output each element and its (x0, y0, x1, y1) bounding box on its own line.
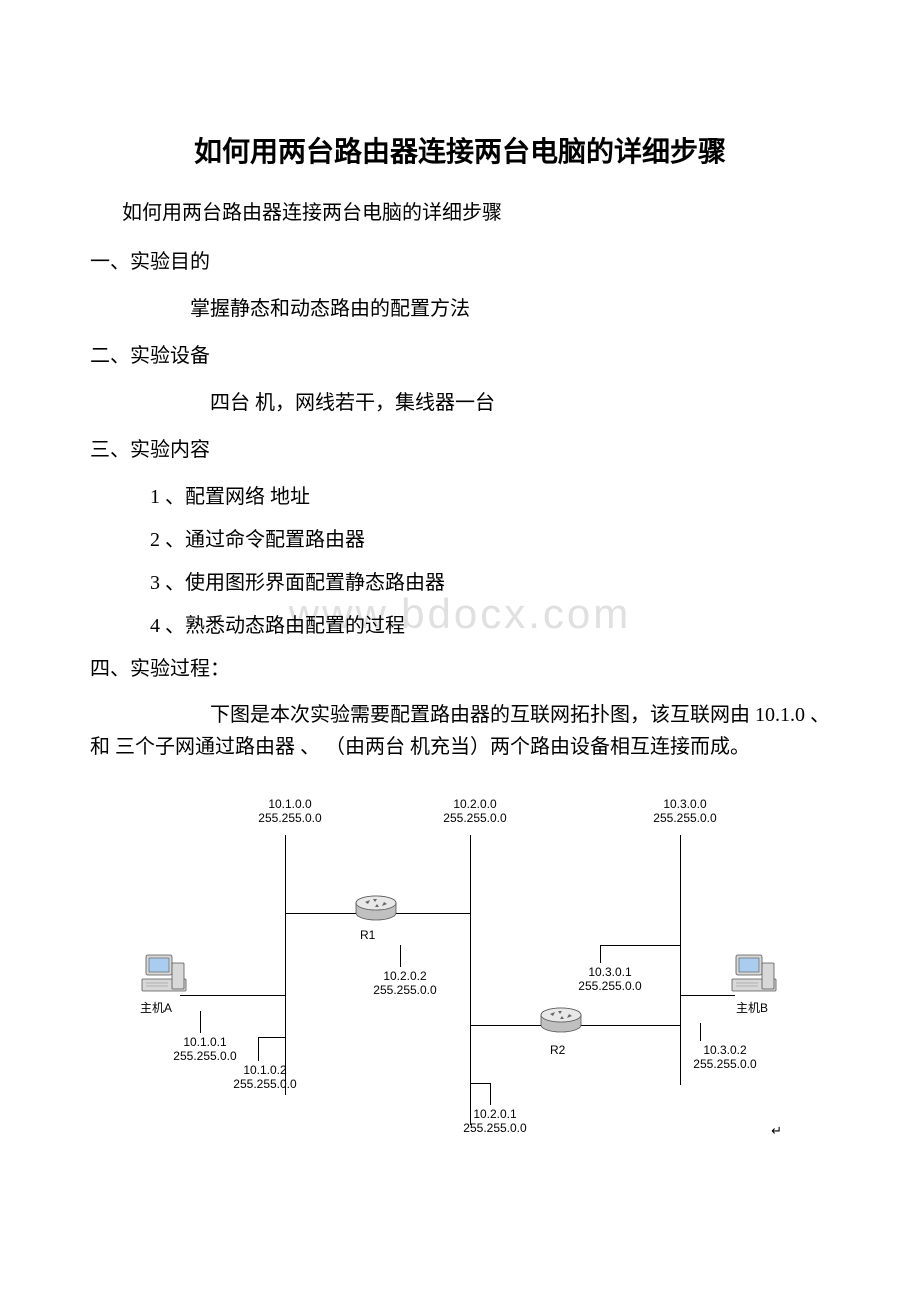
r1-left-ip: 10.1.0.2 (243, 1063, 286, 1077)
hostA-link (180, 995, 285, 996)
r2-right-ip-label: 10.3.0.1 255.255.0.0 (570, 965, 650, 994)
r1-left-tick-h (258, 1037, 286, 1038)
hostB-ip-label: 10.3.0.2 255.255.0.0 (685, 1043, 765, 1072)
subnet1-label: 10.1.0.0 255.255.0.0 (250, 797, 330, 826)
section-2-heading: 二、实验设备 (90, 339, 830, 368)
section-3-item2: 2 、通过命令配置路由器 (150, 523, 830, 552)
r1-right-ip: 10.2.0.2 (383, 969, 426, 983)
subnet2-label: 10.2.0.0 255.255.0.0 (435, 797, 515, 826)
r1-right-tick (400, 945, 401, 967)
r1-right-ip-label: 10.2.0.2 255.255.0.0 (365, 969, 445, 998)
subnet2-line (470, 835, 471, 1125)
subnet2-ip: 10.2.0.0 (453, 797, 496, 811)
r2-left-tick-h (470, 1083, 491, 1084)
subnet1-line (285, 835, 286, 1095)
section-2-text: 四台 机，网线若干，集线器一台 (210, 386, 830, 415)
section-3-item1: 1 、配置网络 地址 (150, 480, 830, 509)
router-r1-label: R1 (360, 928, 375, 942)
subnet3-label: 10.3.0.0 255.255.0.0 (645, 797, 725, 826)
hostB-link (680, 995, 735, 996)
document-content: 如何用两台路由器连接两台电脑的详细步骤 如何用两台路由器连接两台电脑的详细步骤 … (90, 130, 830, 1145)
hostA-ip: 10.1.0.1 (183, 1035, 226, 1049)
section-3-item4: 4 、熟悉动态路由配置的过程 (150, 609, 830, 638)
r2-right-tick (600, 945, 601, 963)
host-b-icon (730, 953, 778, 997)
section-1-text: 掌握静态和动态路由的配置方法 (190, 292, 830, 321)
r2-right-mask: 255.255.0.0 (578, 979, 641, 993)
host-b-label: 主机B (736, 1001, 768, 1015)
hostB-tick (700, 1023, 701, 1041)
subnet3-line (680, 835, 681, 1085)
section-1-heading: 一、实验目的 (90, 245, 830, 274)
r2-left-ip-label: 10.2.0.1 255.255.0.0 (455, 1107, 535, 1136)
r1-right-mask: 255.255.0.0 (373, 983, 436, 997)
network-topology-diagram: 10.1.0.0 255.255.0.0 10.2.0.0 255.255.0.… (140, 785, 780, 1145)
section-4-heading: 四、实验过程： (90, 652, 830, 681)
host-a-label: 主机A (140, 1001, 172, 1015)
page-subtitle: 如何用两台路由器连接两台电脑的详细步骤 (122, 196, 830, 225)
page-title: 如何用两台路由器连接两台电脑的详细步骤 (90, 130, 830, 170)
hostA-mask: 255.255.0.0 (173, 1049, 236, 1063)
section-3-item3: 3 、使用图形界面配置静态路由器 (150, 566, 830, 595)
subnet1-mask: 255.255.0.0 (258, 811, 321, 825)
return-mark-icon: ↵ (771, 1123, 782, 1139)
hostB-ip: 10.3.0.2 (703, 1043, 746, 1057)
subnet1-ip: 10.1.0.0 (268, 797, 311, 811)
r1-left-tick (258, 1037, 259, 1061)
router-r1-icon (355, 893, 397, 923)
router-r2-icon (540, 1005, 582, 1035)
subnet2-mask: 255.255.0.0 (443, 811, 506, 825)
r1-left-ip-label: 10.1.0.2 255.255.0.0 (225, 1063, 305, 1092)
subnet3-mask: 255.255.0.0 (653, 811, 716, 825)
subnet3-ip: 10.3.0.0 (663, 797, 706, 811)
r1-left-mask: 255.255.0.0 (233, 1077, 296, 1091)
section-4-text: 下图是本次实验需要配置路由器的互联网拓扑图，该互联网由 10.1.0 、 和 三… (90, 699, 830, 763)
hostA-ip-label: 10.1.0.1 255.255.0.0 (165, 1035, 245, 1064)
section-3-heading: 三、实验内容 (90, 433, 830, 462)
router-r2-label: R2 (550, 1043, 565, 1057)
hostB-mask: 255.255.0.0 (693, 1057, 756, 1071)
r2-right-tick-h (600, 945, 680, 946)
r2-left-mask: 255.255.0.0 (463, 1121, 526, 1135)
r2-right-ip: 10.3.0.1 (588, 965, 631, 979)
r2-left-tick (490, 1083, 491, 1105)
hostA-tick (200, 1011, 201, 1033)
host-a-icon (140, 953, 188, 997)
r2-left-ip: 10.2.0.1 (473, 1107, 516, 1121)
